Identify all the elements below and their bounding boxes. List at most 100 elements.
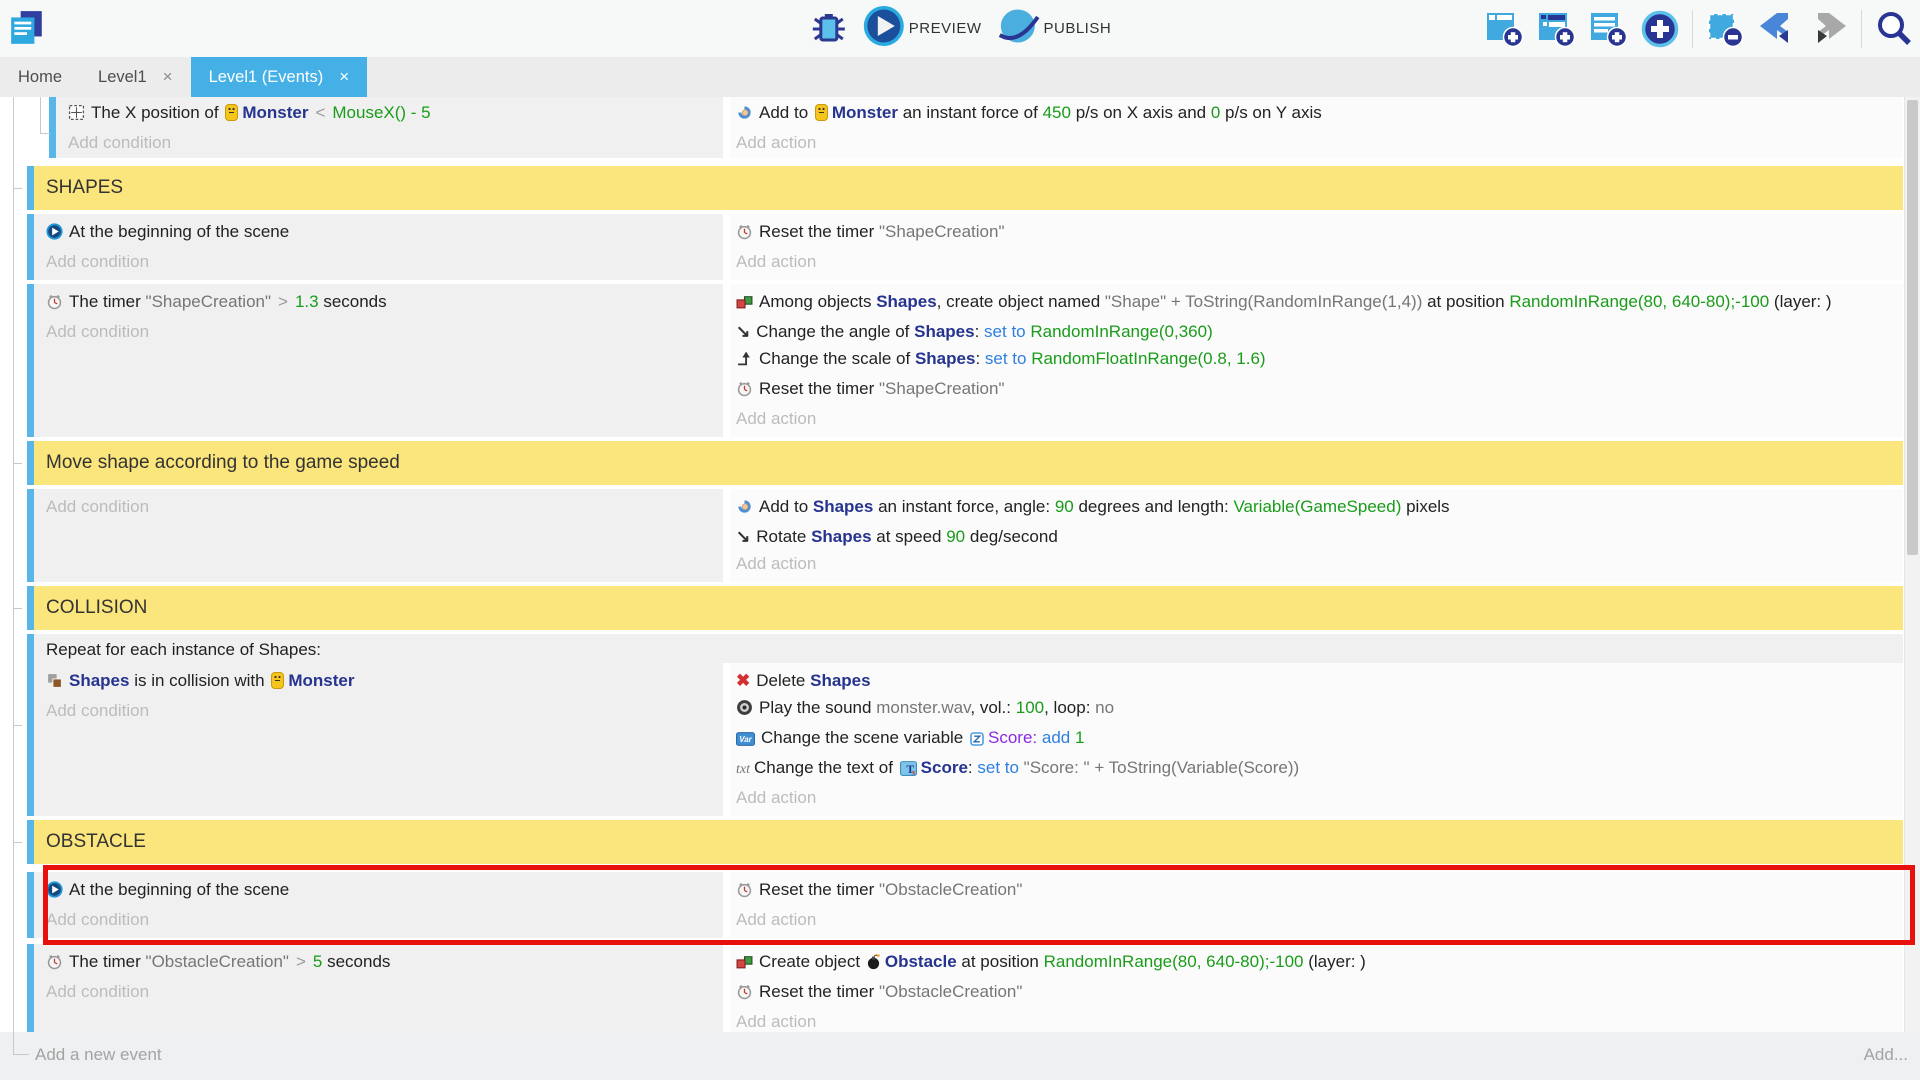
event-row[interactable]: Repeat for each instance of Shapes: Shape… <box>27 634 1903 816</box>
tab-level1[interactable]: Level1 × <box>80 57 191 97</box>
event-indent-bar <box>27 820 34 864</box>
tree-guide <box>13 842 22 843</box>
add-condition-button[interactable]: Add condition <box>68 129 715 156</box>
action-line[interactable]: Reset the timer "ObstacleCreation" <box>736 876 1895 906</box>
add-condition-button[interactable]: Add condition <box>46 318 715 345</box>
action-line[interactable]: Reset the timer "ShapeCreation" <box>736 218 1895 248</box>
monster-icon <box>225 102 239 129</box>
add-condition-button[interactable]: Add condition <box>46 978 715 1005</box>
actions-cell[interactable]: Reset the timer "ObstacleCreation" Add ac… <box>730 872 1903 938</box>
add-action-button[interactable]: Add action <box>736 405 1895 432</box>
debug-icon[interactable] <box>809 9 849 49</box>
actions-cell[interactable]: ✖ Delete Shapes Play the sound monster.wav… <box>730 663 1903 816</box>
svg-text:Var: Var <box>739 735 752 744</box>
group-header-row[interactable]: Move shape according to the game speed <box>27 441 1903 485</box>
text-segment: RandomFloatInRange(0.8, 1.6) <box>1031 349 1266 368</box>
condition-line[interactable]: At the beginning of the scene <box>46 218 715 248</box>
add-action-button[interactable]: Add action <box>736 784 1895 811</box>
text-segment: Shapes <box>812 497 874 516</box>
text-segment: Change the text of <box>754 758 898 777</box>
action-line[interactable]: Var Change the scene variable Score: add … <box>736 724 1895 754</box>
action-line[interactable]: Among objects Shapes, create object name… <box>736 288 1895 318</box>
text-segment: an instant force of <box>898 103 1043 122</box>
add-condition-button[interactable]: Add condition <box>46 906 715 933</box>
actions-cell[interactable]: Add to Monster an instant force of 450 p… <box>730 97 1903 158</box>
action-line[interactable]: Add to Shapes an instant force, angle: 9… <box>736 493 1895 523</box>
action-line[interactable]: ✖ Delete Shapes <box>736 667 1895 694</box>
text-segment: "ObstacleCreation" <box>879 880 1023 899</box>
text-segment: Shapes <box>811 527 872 546</box>
tree-guide <box>13 1032 29 1055</box>
add-action-button[interactable]: Add action <box>736 550 1895 577</box>
action-line[interactable]: Reset the timer "ObstacleCreation" <box>736 978 1895 1008</box>
condition-line[interactable]: The X position of Monster < MouseX() - 5 <box>68 99 715 129</box>
group-header-row[interactable]: COLLISION <box>27 586 1903 630</box>
text-segment: no <box>1095 698 1115 717</box>
conditions-cell[interactable]: The X position of Monster < MouseX() - 5 Ad… <box>56 97 723 158</box>
condition-line[interactable]: At the beginning of the scene <box>46 876 715 906</box>
text-segment: Shapes <box>810 671 871 690</box>
condition-line[interactable]: The timer "ObstacleCreation" >5 seconds <box>46 948 715 978</box>
actions-cell[interactable]: Reset the timer "ShapeCreation" Add actio… <box>730 214 1903 280</box>
add-condition-button[interactable]: Add condition <box>46 248 715 275</box>
actions-cell[interactable]: Create object Obstacle at position Rando… <box>730 944 1903 1040</box>
action-line[interactable]: ↘ Rotate Shapes at speed 90 deg/second <box>736 523 1895 550</box>
action-line[interactable]: Play the sound monster.wav, vol.: 100, l… <box>736 694 1895 724</box>
text-segment: pixels <box>1401 497 1450 516</box>
add-subevent-icon[interactable] <box>1536 9 1576 49</box>
add-comment-icon[interactable] <box>1588 9 1628 49</box>
action-line[interactable]: Create object Obstacle at position Rando… <box>736 948 1895 978</box>
group-header-row[interactable]: SHAPES <box>27 166 1903 210</box>
conditions-cell[interactable]: At the beginning of the scene Add conditi… <box>34 214 723 280</box>
tab-level1-events[interactable]: Level1 (Events) × <box>190 57 368 97</box>
condition-line[interactable]: Shapes is in collision with Monster <box>46 667 715 697</box>
condition-line[interactable]: The timer "ShapeCreation" >1.3 seconds <box>46 288 715 318</box>
search-icon[interactable] <box>1874 9 1914 49</box>
conditions-cell[interactable]: Add condition <box>34 489 723 582</box>
close-tab-icon[interactable]: × <box>162 67 173 86</box>
add-action-button[interactable]: Add action <box>736 906 1895 933</box>
add-new-event-button[interactable]: Add a new event <box>35 1045 162 1064</box>
delete-selection-icon[interactable] <box>1705 9 1745 49</box>
group-label: OBSTACLE <box>34 820 1903 864</box>
tab-home[interactable]: Home <box>0 57 80 97</box>
undo-icon[interactable] <box>1757 9 1797 49</box>
conditions-cell[interactable]: The timer "ObstacleCreation" >5 seconds Ad… <box>34 944 723 1040</box>
actions-cell[interactable]: Add to Shapes an instant force, angle: 9… <box>730 489 1903 582</box>
action-line[interactable]: ↘ Change the angle of Shapes: set to Rand… <box>736 318 1895 345</box>
text-segment: : <box>974 322 985 341</box>
actions-cell[interactable]: Among objects Shapes, create object name… <box>730 284 1903 437</box>
event-row[interactable]: At the beginning of the scene Add conditi… <box>27 214 1903 280</box>
redo-icon[interactable] <box>1809 9 1849 49</box>
add-action-button[interactable]: Add action <box>736 129 1895 156</box>
action-line[interactable]: Reset the timer "ShapeCreation" <box>736 375 1895 405</box>
conditions-cell[interactable]: The timer "ShapeCreation" >1.3 seconds Add… <box>34 284 723 437</box>
event-row[interactable]: The X position of Monster < MouseX() - 5 Ad… <box>49 97 1903 158</box>
preview-button[interactable]: PREVIEW <box>863 5 982 52</box>
group-header-row[interactable]: OBSTACLE <box>27 820 1903 864</box>
vertical-scrollbar[interactable] <box>1904 97 1920 1032</box>
add-condition-button[interactable]: Add condition <box>46 697 715 724</box>
create-icon <box>736 291 753 318</box>
add-action-button[interactable]: Add action <box>736 1008 1895 1035</box>
add-circle-icon[interactable] <box>1640 9 1680 49</box>
add-more-button[interactable]: Add... <box>1863 1045 1908 1064</box>
add-action-button[interactable]: Add action <box>736 248 1895 275</box>
add-event-icon[interactable] <box>1484 9 1524 49</box>
add-condition-button[interactable]: Add condition <box>46 493 715 520</box>
event-row[interactable]: At the beginning of the scene Add conditi… <box>27 865 1915 945</box>
app-pages-icon[interactable] <box>8 8 46 48</box>
event-row[interactable]: The timer "ShapeCreation" >1.3 seconds Add… <box>27 284 1903 437</box>
event-row[interactable]: Add condition Add to Shapes an instant fo… <box>27 489 1903 582</box>
action-line[interactable]: Add to Monster an instant force of 450 p… <box>736 99 1895 129</box>
scrollbar-thumb[interactable] <box>1907 100 1918 555</box>
conditions-cell[interactable]: Shapes is in collision with Monster Add c… <box>34 663 723 816</box>
preview-play-icon <box>863 5 905 52</box>
text-segment: Monster <box>288 671 355 690</box>
publish-button[interactable]: PUBLISH <box>995 5 1111 52</box>
event-row[interactable]: The timer "ObstacleCreation" >5 seconds Ad… <box>27 944 1903 1040</box>
conditions-cell[interactable]: At the beginning of the scene Add conditi… <box>34 872 723 938</box>
close-tab-icon[interactable]: × <box>339 67 350 86</box>
action-line[interactable]: Change the scale of Shapes: set to Rando… <box>736 345 1895 375</box>
